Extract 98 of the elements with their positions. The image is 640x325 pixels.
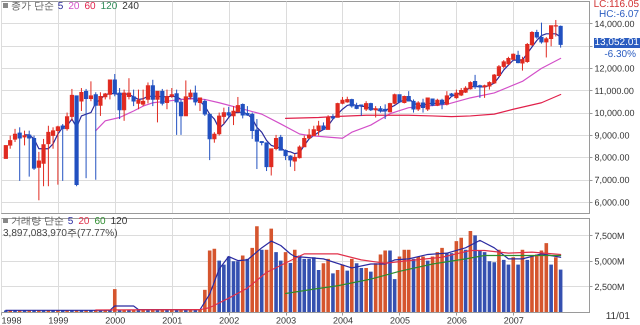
x-tick-label: 2005	[390, 316, 410, 325]
candlestick	[84, 88, 88, 179]
candlestick	[374, 106, 378, 118]
text: 60	[84, 1, 96, 12]
bar	[331, 273, 335, 312]
candlestick	[60, 123, 65, 182]
y-tick-label: 7,500M	[594, 230, 625, 241]
annotation: 120	[100, 1, 118, 12]
text: 5	[68, 216, 74, 227]
candlestick	[440, 98, 444, 110]
candlestick	[231, 106, 236, 126]
y-tick-label: 11,000.00	[594, 86, 634, 96]
text: 5	[58, 1, 64, 12]
text: LC:116.05	[594, 0, 639, 10]
candlestick	[22, 130, 27, 146]
y-tick-label: 2,500M	[594, 282, 625, 292]
bar	[497, 250, 501, 312]
annotation: 240	[122, 1, 139, 12]
bar	[426, 260, 430, 312]
x-tick-label: 2002	[219, 316, 240, 325]
bar	[269, 228, 274, 312]
y-tick-label: 9,000.00	[594, 130, 630, 140]
x-tick-label: 2000	[105, 316, 126, 325]
bar	[468, 230, 472, 312]
bar	[345, 270, 350, 312]
annotation: 120	[110, 216, 128, 227]
x-tick-label: 2001	[162, 316, 182, 325]
bar	[292, 250, 297, 312]
bar	[525, 260, 530, 312]
x-tick-label: 2003	[276, 316, 296, 325]
line-series	[284, 94, 562, 119]
x-tick-label: 2006	[446, 316, 467, 325]
candlestick	[193, 85, 198, 106]
annotation: 3,897,083,970주(77.77%)	[3, 228, 118, 239]
candlestick	[558, 25, 563, 48]
candlestick	[416, 100, 420, 112]
candlestick	[364, 100, 368, 112]
legend-title: 종가 단순	[11, 1, 54, 12]
bar	[516, 264, 520, 312]
text: 20	[78, 216, 90, 227]
candlestick	[420, 98, 426, 114]
legend-title: 거래량 단순	[11, 216, 64, 227]
bar	[412, 258, 416, 312]
text: HC:-6.07	[598, 9, 639, 20]
text: 11/01	[606, 311, 630, 322]
candlestick	[444, 90, 449, 106]
line-series	[284, 254, 562, 294]
bar	[260, 250, 264, 312]
x-tick-label: 2004	[332, 316, 353, 325]
line-series	[95, 58, 562, 139]
candlestick	[226, 106, 231, 118]
candlestick	[155, 90, 160, 123]
y-tick-label: 5,000M	[594, 256, 625, 266]
candlestick	[79, 88, 84, 112]
text: 13,052.01	[594, 37, 640, 48]
y-tick-label: 6,000.00	[594, 197, 630, 208]
x-tick-label: 2007	[504, 316, 524, 325]
candlestick	[88, 80, 94, 102]
candlestick	[150, 79, 155, 107]
candlestick	[516, 50, 520, 64]
candlestick	[94, 92, 98, 180]
candlestick	[236, 96, 240, 114]
bar	[520, 250, 524, 312]
candlestick	[18, 126, 22, 182]
bar	[549, 264, 553, 312]
bar	[246, 258, 250, 312]
candlestick	[174, 89, 179, 136]
bar	[511, 257, 516, 312]
candlestick	[198, 97, 202, 112]
bar	[406, 250, 410, 312]
bar	[554, 257, 558, 312]
bar	[284, 252, 288, 312]
y-tick-label: 8,000.00	[594, 152, 630, 163]
candlestick	[160, 88, 164, 106]
bar	[502, 260, 506, 312]
text: -6.30%	[604, 49, 636, 60]
candlestick	[426, 97, 430, 112]
candlestick	[132, 89, 136, 107]
text: 20	[68, 1, 80, 12]
candlestick	[326, 114, 330, 130]
x-tick-label: 1998	[2, 316, 22, 325]
candlestick	[146, 82, 150, 104]
text: 60	[94, 216, 106, 227]
bar	[240, 256, 245, 312]
line-series	[5, 240, 562, 311]
bar	[369, 272, 373, 312]
line-series	[95, 250, 562, 311]
bar	[364, 268, 368, 312]
y-tick-label: 7,000.00	[594, 175, 630, 186]
y-tick-label: 12,000.00	[594, 63, 635, 74]
y-tick-label: 14,000.00	[594, 18, 635, 29]
y-tick-label: 10,000.00	[594, 108, 635, 118]
x-tick-label: 1999	[48, 316, 68, 325]
bar	[558, 270, 562, 312]
candlestick	[12, 128, 18, 143]
bar	[350, 258, 354, 312]
bar	[464, 250, 468, 312]
bar	[288, 262, 292, 312]
